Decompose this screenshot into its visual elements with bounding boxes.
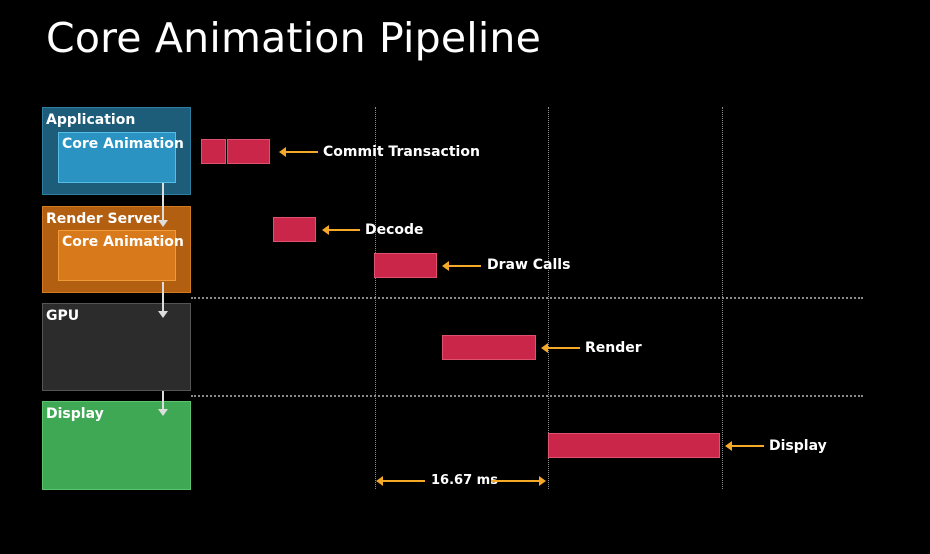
draw-calls-arrow [442,261,481,271]
draw-calls-bar [374,253,437,278]
page-title: Core Animation Pipeline [46,14,542,62]
commit-label: Commit Transaction [323,144,480,160]
frame-duration-arrow-left [376,476,425,486]
application-label: Application [46,112,136,128]
display-label: Display [46,406,104,422]
decode-arrow [322,225,360,235]
flow-arrow-render-to-gpu [158,282,168,318]
stage-separator-1 [191,297,863,299]
frame-duration-arrow-right [491,476,546,486]
render-server-core-animation: Core Animation [58,230,184,281]
application-core-animation-label: Core Animation [62,136,184,152]
application-core-animation: Core Animation [58,132,184,183]
gpu-label: GPU [46,308,80,324]
gpu-stage: GPU [42,303,191,391]
display-bar [548,433,720,458]
display-arrow [725,441,764,451]
render-bar [442,335,536,360]
application-stage: Application Core Animation [42,107,191,195]
display-stage: Display [42,401,191,490]
commit-arrow [279,147,318,157]
render-server-label: Render Server [46,211,160,227]
frame-duration-label: 16.67 ms [431,473,498,488]
display-step-label: Display [769,438,827,454]
render-arrow [541,343,580,353]
flow-arrow-gpu-to-display [158,391,168,416]
render-server-stage: Render Server Core Animation [42,206,191,293]
commit-bar-1 [201,139,226,164]
flow-arrow-app-to-render [158,183,168,227]
render-label: Render [585,340,642,356]
commit-bar-2 [227,139,270,164]
draw-calls-label: Draw Calls [487,257,571,273]
stage-separator-2 [191,395,863,397]
decode-bar [273,217,316,242]
render-server-core-animation-label: Core Animation [62,234,184,250]
decode-label: Decode [365,222,424,238]
